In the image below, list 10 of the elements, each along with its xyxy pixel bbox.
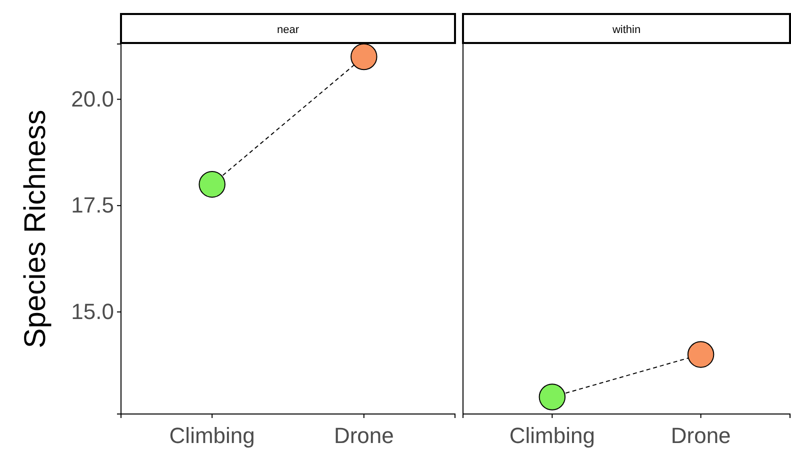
x-tick-label: Climbing: [169, 423, 255, 448]
x-tick-label: Drone: [334, 423, 394, 448]
y-tick-label: 20.0: [71, 86, 114, 112]
chart-title: within: [611, 24, 641, 36]
x-tick-label: Climbing: [509, 423, 595, 448]
chart-title: near: [276, 24, 300, 36]
y-tick-label: 15.0: [71, 298, 114, 324]
y-axis-title: Species Richness: [19, 110, 52, 348]
x-tick-label: Drone: [670, 423, 731, 448]
y-tick-label: 17.5: [71, 192, 114, 218]
